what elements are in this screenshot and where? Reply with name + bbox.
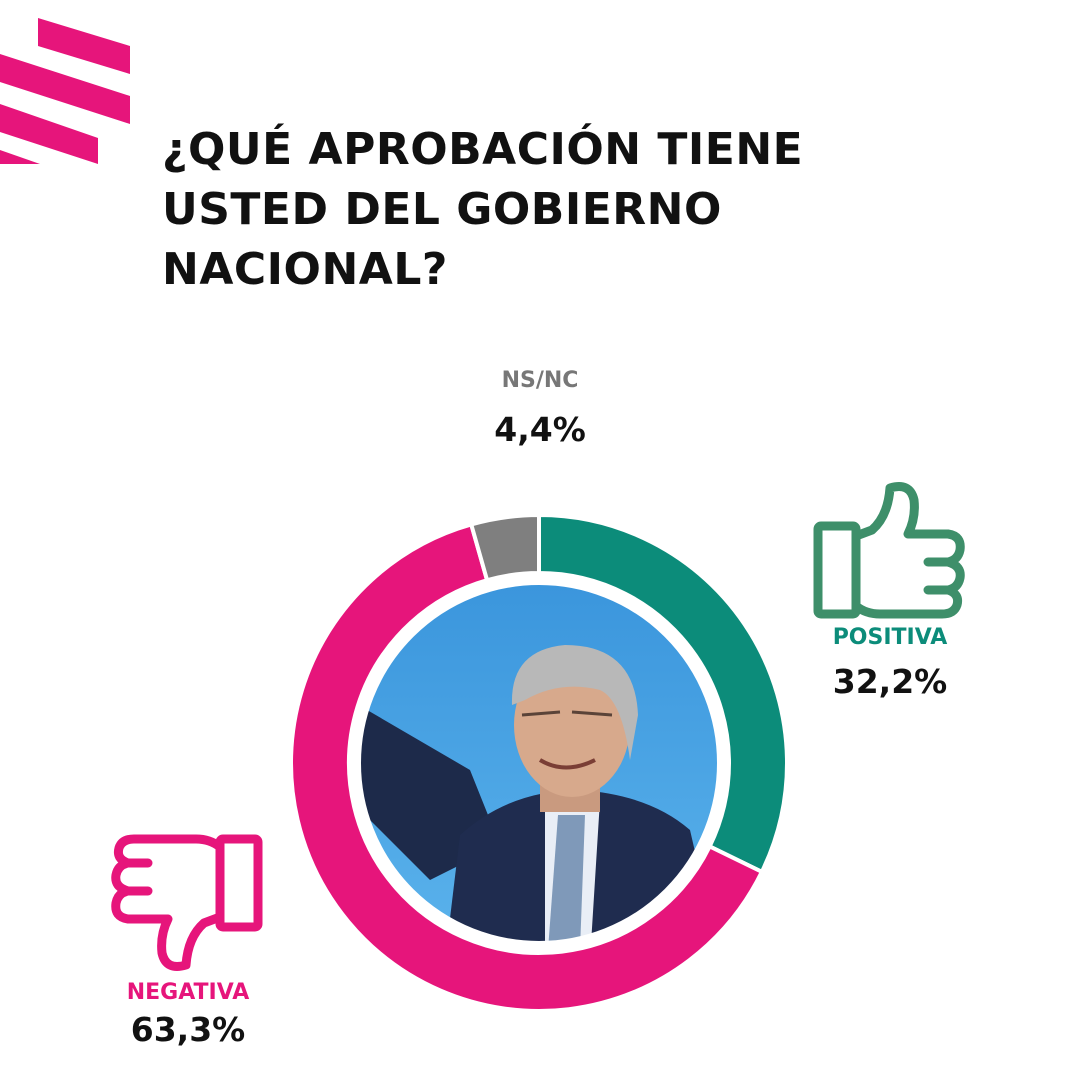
positiva-value: 32,2% xyxy=(832,662,948,701)
negativa-label: NEGATIVA xyxy=(126,980,250,1005)
page-title: ¿QUÉ APROBACIÓN TIENE USTED DEL GOBIERNO… xyxy=(162,124,804,295)
nsnc-label: NS/NC xyxy=(501,368,579,393)
thumbs-down-icon xyxy=(111,834,263,971)
negativa-value: 63,3% xyxy=(130,1010,246,1049)
nsnc-value: 4,4% xyxy=(494,410,586,449)
positiva-label: POSITIVA xyxy=(832,625,948,650)
brand-stripes-logo xyxy=(0,18,130,164)
thumbs-up-icon xyxy=(813,482,965,619)
